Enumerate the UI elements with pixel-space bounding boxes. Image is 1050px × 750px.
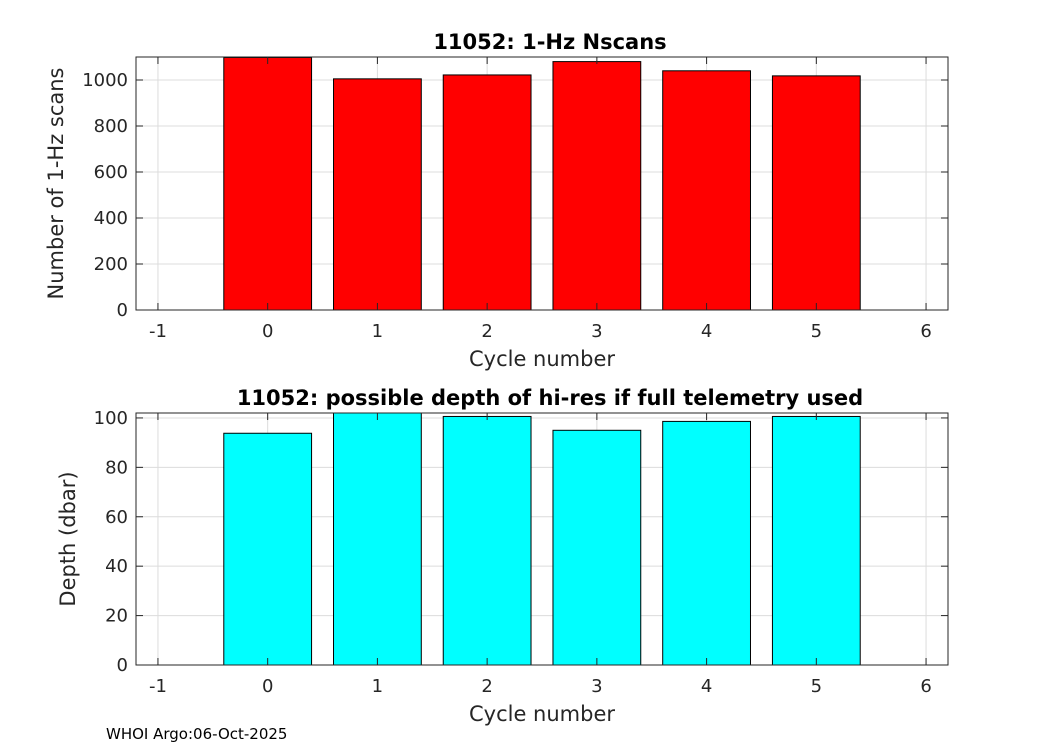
y-tick-label: 100 [94,408,128,429]
bar-cycle-5 [771,415,861,666]
y-tick-label: 40 [105,556,128,577]
x-tick-label: -1 [149,321,167,342]
x-tick-label: 1 [372,321,383,342]
bar-cycle-5 [771,75,861,311]
bar-cycle-1 [333,78,422,311]
y-tick-label: 200 [94,254,128,275]
y-axis-label: Depth (dbar) [56,471,80,606]
bar-cycle-2 [442,415,532,666]
x-tick-label: 0 [262,676,273,697]
x-tick-label: -1 [149,676,167,697]
x-tick-label: 5 [811,321,822,342]
bar-cycle-2 [442,74,532,311]
bar-cycle-3 [552,61,642,311]
bar-cycle-0 [223,56,313,311]
bar-cycle-0 [223,432,313,666]
x-axis-label: Cycle number [469,702,615,726]
x-tick-label: 2 [481,321,492,342]
chart-title: 11052: 1-Hz Nscans [433,30,666,54]
y-tick-label: 0 [117,300,128,321]
x-tick-label: 6 [920,676,931,697]
top-panel-nscans: -1 0 1 2 3 4 5 6 0 200 400 600 800 1000 11052: 1-Hz Ns… [44,30,949,371]
y-tick-label: 400 [94,208,128,229]
y-tick-label: 80 [105,457,128,478]
bar-cycle-1 [333,412,422,666]
x-tick-label: 3 [591,676,602,697]
bar-cycle-3 [552,429,642,666]
y-tick-label: 0 [117,655,128,676]
x-tick-label: 4 [701,321,712,342]
y-tick-label: 1000 [82,70,128,91]
x-tick-label: 1 [372,676,383,697]
chart-title: 11052: possible depth of hi-res if full … [237,386,863,410]
x-tick-label: 4 [701,676,712,697]
x-axis-label: Cycle number [469,347,615,371]
x-tick-label: 3 [591,321,602,342]
x-tick-label: 5 [811,676,822,697]
footer-credit: WHOI Argo:06-Oct-2025 [106,725,288,743]
x-tick-label: 0 [262,321,273,342]
x-tick-label: 6 [920,321,931,342]
y-axis-label: Number of 1-Hz scans [44,68,68,300]
y-tick-label: 60 [105,507,128,528]
bar-cycle-4 [662,420,751,666]
x-tick-label: 2 [481,676,492,697]
y-tick-label: 800 [94,116,128,137]
bar-cycle-4 [662,70,751,311]
y-tick-label: 20 [105,606,128,627]
axes-box [135,412,949,666]
y-tick-label: 600 [94,162,128,183]
axes-box [135,56,949,311]
